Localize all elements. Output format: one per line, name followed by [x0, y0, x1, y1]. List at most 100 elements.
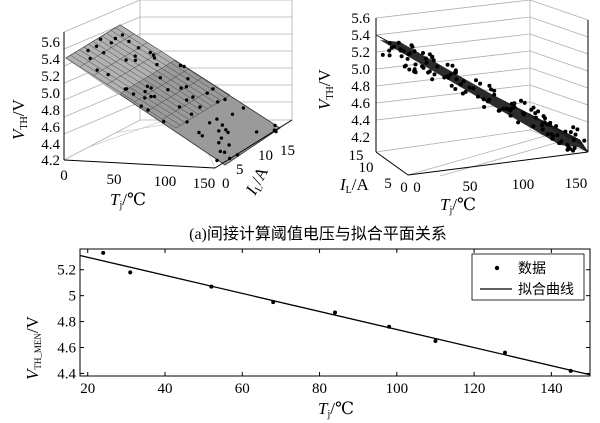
data-point	[503, 350, 507, 355]
scatter-point	[207, 121, 212, 125]
right-x-tick: 50	[463, 179, 478, 195]
right-z-tick: 4.8	[351, 79, 370, 95]
scatter-point	[398, 47, 403, 52]
right-z-tick: 5.6	[351, 11, 370, 27]
left-z-ticks: 5.6 5.4 5.2 5.0 4.8 4.6 4.4 4.2	[41, 35, 60, 169]
y-tick-label: 4.6	[57, 340, 76, 356]
legend-marker-data	[494, 265, 500, 271]
data-point	[101, 250, 106, 255]
scatter-point	[191, 95, 195, 99]
scatter-point	[95, 68, 99, 72]
scatter-point	[430, 55, 435, 60]
right-x-tick: 0	[413, 180, 421, 196]
scatter-point	[198, 105, 202, 109]
scatter-point	[426, 70, 431, 75]
left-x-tick: 100	[154, 174, 177, 190]
scatter-point	[432, 72, 437, 77]
panel-2d-bottom: 20 40 60 80 100 120 140 4.44.64.855.2 数据 拟合曲线 …	[23, 248, 591, 420]
scatter-point	[273, 123, 277, 128]
scatter-point	[162, 119, 166, 124]
fit-line	[79, 254, 591, 376]
scatter-point	[445, 74, 450, 79]
plot-area	[79, 248, 591, 377]
scatter-point	[424, 56, 428, 61]
x-tick-label: 100	[386, 381, 409, 397]
right-y-tick: 10	[359, 160, 374, 176]
scatter-point	[405, 56, 410, 61]
scatter-point	[109, 41, 114, 45]
scatter-point	[540, 127, 545, 132]
mesh-line	[79, 33, 134, 68]
scatter-point	[136, 46, 141, 50]
scatter-point	[186, 77, 190, 81]
scatter-point	[211, 87, 215, 91]
scatter-point	[453, 87, 458, 91]
scatter-point	[481, 97, 486, 102]
bottom-y-label: VTH_MEN/V	[23, 315, 43, 380]
left-3d-axes	[63, 32, 293, 169]
scatter-point	[478, 81, 483, 86]
scatter-point	[215, 117, 219, 121]
scatter-point	[545, 122, 550, 127]
right-y-tick: 15	[349, 148, 364, 164]
scatter-point	[139, 104, 143, 108]
scatter-point	[575, 127, 580, 132]
scatter-point	[452, 70, 457, 75]
y-tick-label: 4.4	[57, 366, 76, 382]
scatter-point	[409, 43, 414, 48]
scatter-point	[123, 87, 128, 91]
left-x-label: Tj/℃	[110, 190, 146, 211]
left-scatter-points	[86, 33, 278, 163]
scatter-point	[143, 96, 147, 100]
x-tick-label: 60	[235, 381, 250, 397]
scatter-point	[563, 129, 568, 134]
right-x-tick: 150	[565, 176, 588, 192]
scatter-point	[471, 86, 476, 91]
left-x-ticks: 0 50 100 150	[60, 168, 215, 192]
right-z-label: VTH/V	[315, 69, 336, 110]
x-tick-label: 120	[463, 381, 486, 397]
scatter-point	[435, 64, 440, 69]
scatter-point	[536, 109, 541, 114]
scatter-point	[482, 105, 487, 109]
right-3d-box	[375, 0, 589, 177]
scatter-point	[185, 98, 189, 102]
legend-box	[471, 253, 585, 301]
scatter-point	[505, 106, 510, 111]
scatter-point	[182, 64, 186, 69]
scatter-point	[501, 106, 505, 111]
scatter-point	[496, 108, 501, 113]
scatter-point	[189, 112, 194, 116]
scatter-point	[571, 125, 576, 130]
scatter-point	[412, 69, 417, 74]
x-tick-label: 20	[80, 381, 95, 397]
left-x-tick: 150	[193, 176, 216, 192]
mesh-line	[175, 94, 231, 129]
scatter-point	[177, 105, 182, 109]
scatter-point	[548, 120, 553, 125]
scatter-point	[557, 141, 562, 146]
scatter-point	[399, 54, 404, 59]
scatter-point	[401, 48, 406, 53]
scatter-point	[113, 36, 118, 41]
right-y-tick: 5	[384, 176, 392, 192]
right-z-tick: 5.2	[351, 45, 370, 61]
y-tick-label: 5.2	[57, 263, 76, 279]
right-y-ticks: 15 10 5 0	[349, 148, 408, 196]
left-x-tick: 50	[107, 172, 122, 188]
left-y-tick: 15	[280, 143, 295, 159]
scatter-point	[492, 92, 497, 97]
scatter-point	[94, 44, 99, 48]
scatter-point	[152, 56, 157, 60]
scatter-point	[120, 33, 125, 37]
left-z-tick: 5.6	[41, 35, 60, 51]
scatter-point	[413, 62, 418, 67]
left-z-tick: 5.4	[41, 52, 60, 68]
scatter-point	[216, 100, 220, 104]
scatter-point	[516, 120, 521, 125]
bottom-x-tick-labels: 20 40 60 80 100 120 140	[80, 381, 562, 397]
scatter-point	[102, 51, 106, 55]
scatter-point	[215, 158, 219, 163]
left-z-tick: 4.2	[41, 153, 60, 169]
scatter-point	[508, 113, 513, 118]
